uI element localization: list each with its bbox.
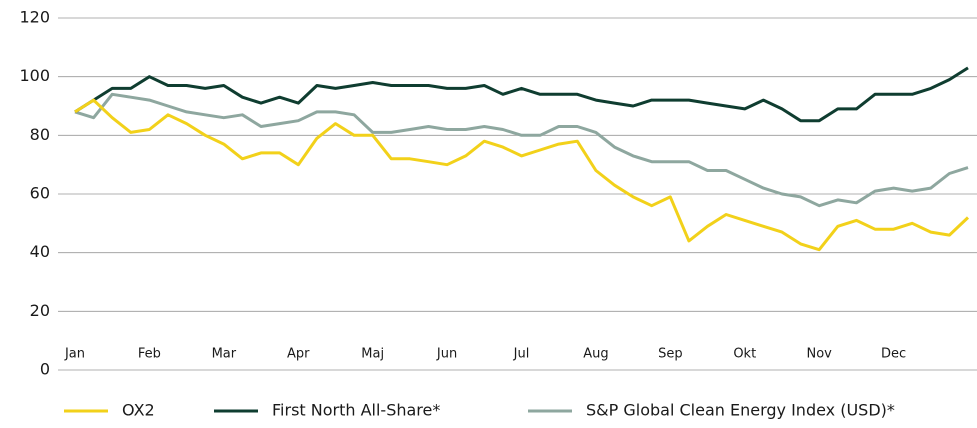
y-tick-label: 120 bbox=[19, 8, 50, 27]
y-tick-label: 20 bbox=[30, 301, 50, 320]
series-line bbox=[74, 92, 969, 208]
y-tick-label: 0 bbox=[40, 360, 50, 379]
y-tick-label: 100 bbox=[19, 66, 50, 85]
x-tick-label: Dec bbox=[881, 347, 906, 362]
series-line bbox=[74, 66, 969, 123]
x-tick-label: Maj bbox=[361, 347, 384, 362]
x-tick-label: Jun bbox=[436, 347, 457, 362]
x-tick-label: Okt bbox=[733, 347, 756, 362]
x-tick-label: Mar bbox=[212, 347, 237, 362]
y-tick-label: 80 bbox=[30, 125, 50, 144]
x-tick-label: Aug bbox=[583, 347, 608, 362]
y-tick-label: 60 bbox=[30, 184, 50, 203]
x-tick-label: Jul bbox=[513, 347, 530, 362]
x-tick-label: Sep bbox=[658, 347, 683, 362]
series-line bbox=[74, 98, 970, 252]
x-tick-label: Jan bbox=[64, 347, 85, 362]
x-tick-label: Nov bbox=[806, 347, 832, 362]
legend-label: First North All-Share* bbox=[272, 401, 440, 420]
legend-label: S&P Global Clean Energy Index (USD)* bbox=[586, 401, 895, 420]
y-tick-label: 40 bbox=[30, 242, 50, 261]
x-tick-label: Apr bbox=[287, 347, 310, 362]
legend-label: OX2 bbox=[122, 401, 155, 420]
x-tick-label: Feb bbox=[138, 347, 161, 362]
